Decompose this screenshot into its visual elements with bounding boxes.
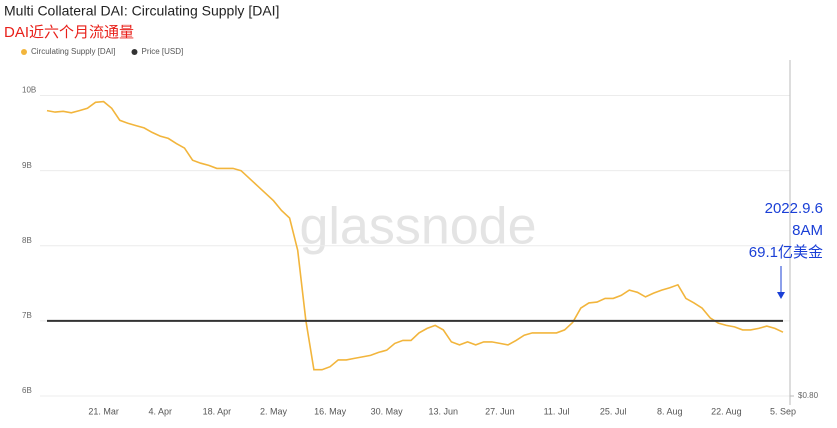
y-tick-label: 9B (22, 161, 32, 170)
x-tick-label: 4. Apr (148, 406, 172, 416)
y-tick-label: 6B (22, 386, 32, 395)
x-tick-label: 11. Jul (544, 406, 570, 416)
x-tick-label: 8. Aug (657, 406, 683, 416)
x-tick-label: 16. May (314, 406, 347, 416)
x-tick-label: 30. May (371, 406, 404, 416)
series-line (46, 100, 784, 371)
legend-label: Price [USD] (141, 47, 183, 56)
legend-swatch (131, 49, 138, 55)
x-tick-label: 18. Apr (203, 406, 232, 416)
y-tick-label: 8B (22, 236, 32, 245)
x-tick-label: 25. Jul (600, 406, 627, 416)
watermark: glassnode (299, 198, 536, 256)
y-tick-label: 7B (22, 311, 32, 320)
legend-swatch (21, 49, 27, 55)
chart-subtitle: DAI近六个月流通量 (4, 24, 134, 41)
x-tick-label: 22. Aug (711, 406, 742, 416)
annotation: 69.1亿美金 (749, 244, 823, 261)
x-tick-label: 2. May (260, 406, 288, 416)
chart-title: Multi Collateral DAI: Circulating Supply… (4, 3, 279, 19)
annotation: 2022.9.6 (765, 200, 823, 217)
annotation: 8AM (792, 222, 823, 239)
annotation-arrowhead (777, 292, 785, 299)
x-tick-label: 21. Mar (88, 406, 119, 416)
x-tick-label: 13. Jun (429, 406, 459, 416)
y2-tick-label: $0.80 (798, 391, 819, 400)
legend-label: Circulating Supply [DAI] (31, 47, 115, 56)
y-tick-label: 10B (22, 86, 36, 95)
x-tick-label: 27. Jun (485, 406, 515, 416)
x-tick-label: 5. Sep (770, 406, 796, 416)
